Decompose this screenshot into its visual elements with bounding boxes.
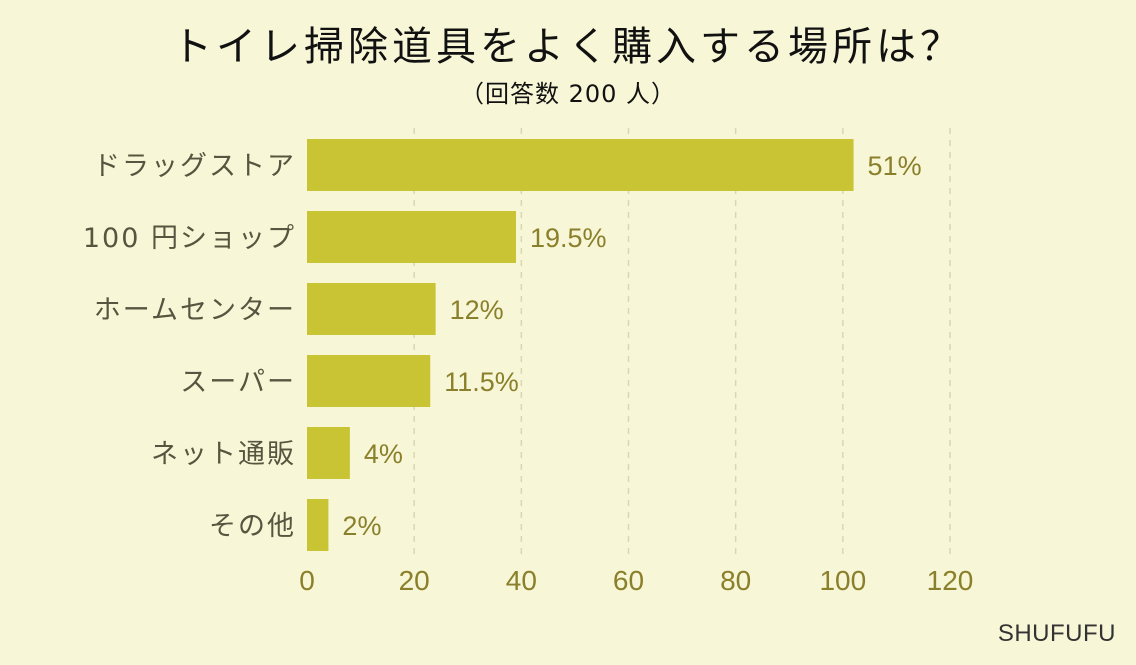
bar — [307, 283, 436, 335]
x-tick-label: 60 — [613, 565, 644, 596]
bar — [307, 427, 350, 479]
data-label: 12% — [450, 295, 504, 325]
category-label: ドラッグストア — [93, 151, 296, 182]
bar — [307, 499, 329, 551]
data-label: 4% — [364, 439, 403, 469]
x-tick-label: 80 — [720, 565, 751, 596]
x-tick-label: 0 — [299, 565, 315, 596]
x-tick-label: 120 — [927, 565, 974, 596]
data-label: 11.5% — [444, 367, 519, 397]
data-label: 2% — [342, 511, 381, 541]
chart-title: トイレ掃除道具をよく購入する場所は？ — [172, 24, 964, 70]
category-label: ネット通販 — [151, 439, 296, 470]
data-label: 19.5% — [530, 223, 607, 253]
bar — [307, 139, 854, 191]
data-label: 51% — [868, 151, 922, 181]
category-label: スーパー — [180, 367, 296, 398]
brand-logo: SHUFUFU — [997, 620, 1116, 647]
bar — [307, 355, 431, 407]
bar — [307, 211, 516, 263]
chart-subtitle: （回答数 200 人） — [459, 80, 677, 108]
category-label: その他 — [209, 511, 296, 542]
x-tick-label: 20 — [399, 565, 430, 596]
x-tick-label: 40 — [506, 565, 537, 596]
category-label: 100 円ショップ — [83, 223, 296, 254]
x-tick-label: 100 — [819, 565, 866, 596]
category-label: ホームセンター — [94, 295, 296, 326]
